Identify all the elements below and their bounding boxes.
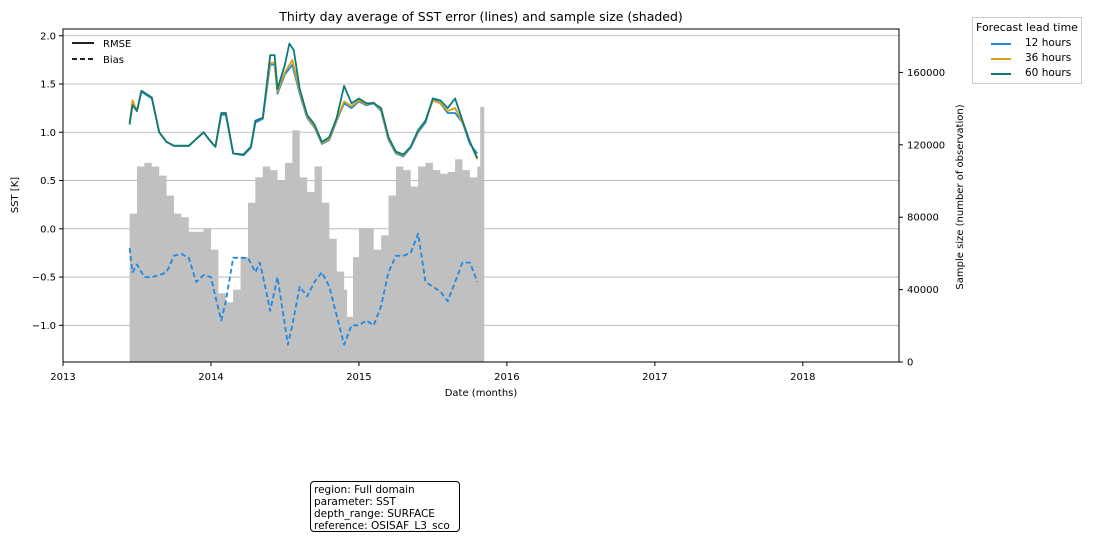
legend-title: Forecast lead time	[976, 21, 1078, 34]
series-line	[128, 63, 479, 158]
y-axis: −1.0 −0.5 0.0 0.5 1.0 1.5 2.0	[32, 31, 63, 332]
x-tick-label: 2014	[198, 372, 223, 383]
legend: Forecast lead time 12 hours 36 hours 60 …	[972, 17, 1082, 84]
plot-frame	[62, 28, 900, 363]
info-depth-range: depth_range: SURFACE	[314, 508, 435, 520]
y-tick-label: 0.5	[40, 176, 56, 187]
series-lines	[128, 42, 479, 346]
y2-tick-label: 160000	[907, 68, 945, 79]
legend-label: 36 hours	[1025, 52, 1072, 64]
style-legend: RMSE Bias	[72, 39, 131, 66]
y-axis-label: SST [K]	[10, 177, 21, 213]
series-line	[128, 59, 479, 160]
y2-tick-label: 120000	[907, 140, 945, 151]
info-region: region: Full domain	[314, 484, 415, 496]
info-reference: reference: OSISAF_L3_sco	[314, 520, 450, 532]
x-axis-label: Date (months)	[445, 388, 518, 399]
info-parameter: parameter: SST	[314, 496, 396, 508]
y2-tick-label: 40000	[907, 285, 939, 296]
y-tick-label: 2.0	[40, 31, 56, 42]
y2-axis-label: Sample size (number of observation)	[955, 104, 966, 289]
legend-label: 12 hours	[1025, 37, 1072, 49]
x-axis: 2013 2014 2015 2016 2017 2018	[50, 362, 816, 383]
y2-tick-label: 0	[907, 358, 913, 369]
style-legend-bias: Bias	[72, 55, 124, 66]
style-legend-rmse-label: RMSE	[103, 39, 131, 50]
series-line	[128, 42, 479, 159]
x-tick-label: 2016	[494, 372, 519, 383]
x-tick-label: 2017	[642, 372, 667, 383]
y-tick-label: 1.0	[40, 128, 56, 139]
sample-size-bars	[129, 106, 485, 363]
legend-swatch	[991, 58, 1011, 60]
series-line	[128, 232, 479, 346]
x-tick-label: 2013	[50, 372, 75, 383]
y-tick-label: 0.0	[40, 224, 56, 235]
legend-swatch	[991, 43, 1011, 45]
y-tick-label: −1.0	[32, 321, 56, 332]
style-legend-rmse: RMSE	[72, 39, 131, 50]
sample-size-area	[129, 106, 485, 363]
x-tick-label: 2015	[346, 372, 371, 383]
y2-axis: 0 40000 80000 120000 160000	[899, 68, 945, 369]
y-tick-label: −0.5	[32, 273, 56, 284]
chart-title: Thirty day average of SST error (lines) …	[278, 9, 683, 24]
y2-tick-label: 80000	[907, 213, 939, 224]
legend-swatch	[991, 73, 1011, 75]
style-legend-bias-label: Bias	[103, 55, 124, 66]
legend-label: 60 hours	[1025, 67, 1072, 79]
x-tick-label: 2018	[790, 372, 815, 383]
y-tick-label: 1.5	[40, 80, 56, 91]
info-box: region: Full domain parameter: SST depth…	[310, 481, 460, 532]
